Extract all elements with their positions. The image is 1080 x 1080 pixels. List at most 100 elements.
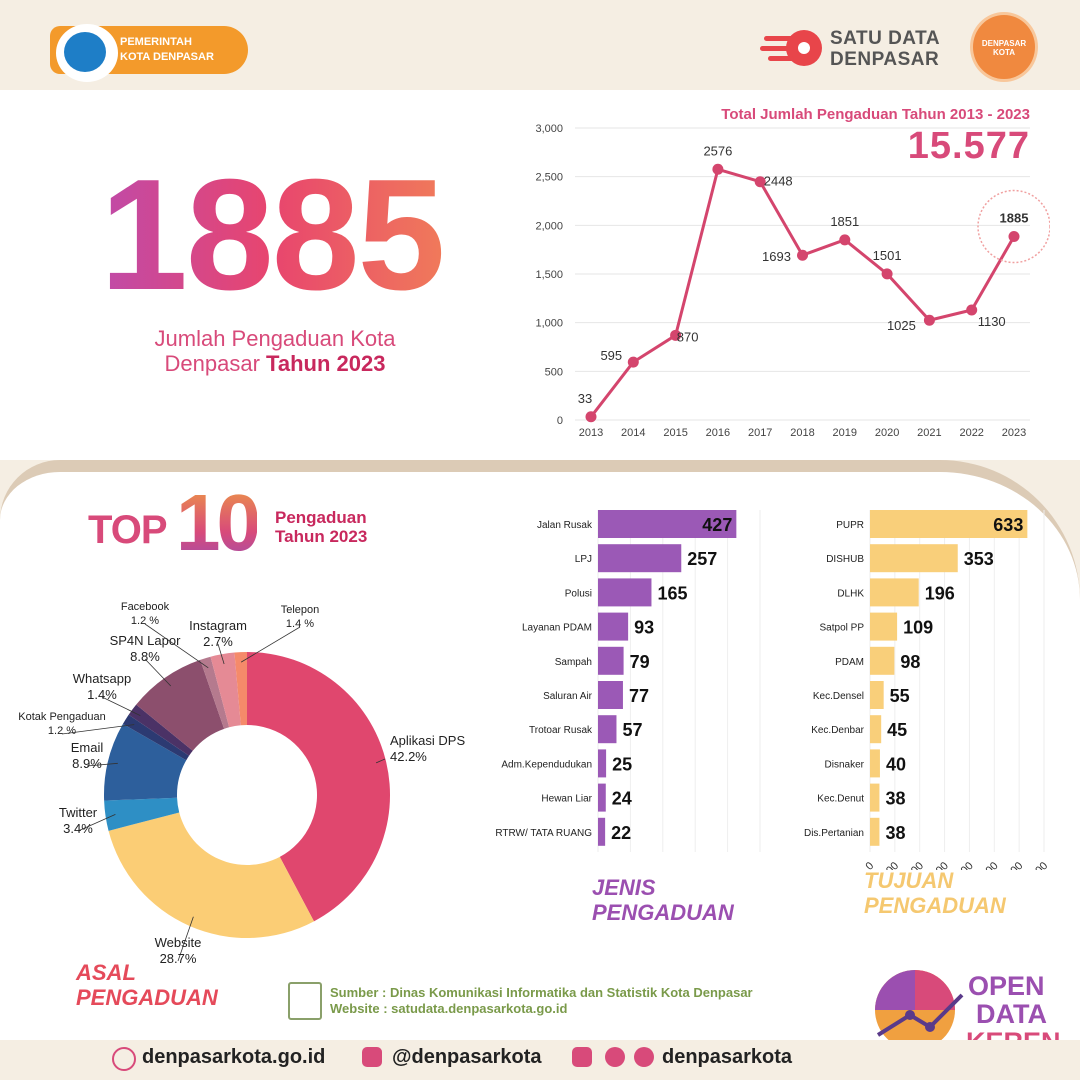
gov-badge: PEMERINTAH KOTA DENPASAR [50,24,248,82]
x-tick-label: 2014 [621,427,645,439]
bar-value: 98 [900,652,920,672]
bar-value: 633 [993,515,1023,535]
source-line-1: Sumber : Dinas Komunikasi Informatika da… [330,985,753,1000]
bar [598,646,624,675]
seal-text: DENPASAR KOTA [981,39,1027,57]
caption-line-2a: Denpasar [164,351,267,376]
top10-word: TOP [88,508,168,552]
badge-line-1: OPEN [968,971,1045,1001]
bar [598,783,606,812]
data-point [754,176,766,188]
slice-name: Website [155,935,202,950]
data-label: 2576 [703,143,732,158]
slice-name: Twitter [59,805,98,820]
x-tick-label: 2018 [790,427,814,439]
top-panel [0,90,1080,460]
x-tick-label: 200 [654,859,672,860]
bar-category: Sampah [555,657,592,668]
tujuan-line-1: TUJUAN [864,868,954,893]
donut-slice [247,652,391,922]
caption-line-1: Jumlah Pengaduan Kota [154,326,396,351]
gov-name: PEMERINTAH KOTA DENPASAR [120,35,214,65]
jenis-pengaduan-label: JENIS PENGADUAN [592,875,734,925]
bar [598,749,607,778]
slice-value: 1.4 % [286,618,314,630]
bar [870,544,958,573]
slice-name: Aplikasi DPS [390,733,465,748]
globe-icon [112,1047,136,1071]
donut-slice [200,656,230,729]
highlight-ring [977,189,1050,264]
bar [598,817,606,846]
bar [870,510,1028,538]
donut-slice [103,723,187,801]
leader-line [144,623,209,669]
data-point [712,163,724,175]
slice-name: Telepon [281,604,320,616]
data-point [670,329,682,341]
bar-category: Jalan Rusak [537,520,593,531]
bar-category: Hewan Liar [541,794,592,805]
data-label: 1025 [887,318,916,333]
bar-category: Kec.Denbar [811,725,864,736]
x-tick-label: 2023 [1002,427,1026,439]
x-tick-label: 700 [1029,860,1050,870]
bar-value: 257 [687,549,717,569]
bar-value: 196 [925,583,955,603]
donut-slice [108,812,314,939]
line-chart-title: Total Jumlah Pengaduan Tahun 2013 - 2023 [721,106,1030,123]
bar-category: DLHK [837,588,864,599]
line-chart-total: 15.577 [907,125,1030,167]
bar [870,612,898,641]
leader-line [375,758,386,764]
top10-sub-1: Pengaduan [275,508,367,527]
donut-slice [136,659,225,751]
bar-category: Kec.Densel [813,691,864,702]
y-tick-label: 500 [545,366,563,378]
bar [870,715,882,744]
source-text: Sumber : Dinas Komunikasi Informatika da… [330,985,753,1017]
bar-value: 25 [612,754,632,774]
data-label: 870 [677,329,699,344]
data-label: 1501 [873,248,902,263]
y-tick-label: 1,500 [535,269,563,281]
slice-name: Instagram [189,618,247,633]
x-tick-label: 200 [905,860,926,870]
instagram-icon [362,1047,382,1067]
bar-value: 40 [886,754,906,774]
slice-value: 1.2 % [48,725,76,737]
gov-line-2: KOTA DENPASAR [120,51,214,63]
bar [598,715,617,744]
bar [870,749,880,778]
y-tick-label: 2,500 [535,172,563,184]
line-chart: 0 500 1,000 1,500 2,000 2,500 3,000 2013 2014 201… [535,123,1050,439]
jenis-bar-chart: 0 100 200 300 400 500 Jalan Rusak 427 LPJ 257 Polu… [495,510,769,860]
caption-line-2b: Tahun 2023 [266,351,386,376]
bar-value: 24 [612,789,632,809]
bar [598,544,682,573]
satu-line-1: SATU DATA [830,28,941,49]
slice-value: 8.9% [72,756,102,771]
bar-category: PUPR [836,520,864,531]
denpasar-emblem-icon [56,24,118,82]
leader-line [144,658,172,687]
x-tick-label: 400 [954,860,975,870]
leader-line [177,916,194,962]
slice-name: Facebook [121,601,170,613]
x-tick-label: 100 [880,860,901,870]
slice-name: SP4N Lapor [110,633,181,648]
headline-caption: Jumlah Pengaduan Kota Denpasar Tahun 202… [105,326,445,376]
x-tick-label: 2015 [663,427,687,439]
x-tick-label: 2017 [748,427,772,439]
bar-value: 427 [702,515,732,535]
donut-slice [234,652,247,726]
leader-line [240,626,301,663]
donut-slice [104,797,180,831]
x-tick-label: 500 [751,859,769,860]
facebook-icon [605,1047,625,1067]
slice-name: Kotak Pengaduan [18,711,105,723]
document-icon [288,982,322,1020]
asal-pengaduan-label: ASAL PENGADUAN [76,960,218,1010]
bar-category: Adm.Kependudukan [501,759,592,770]
